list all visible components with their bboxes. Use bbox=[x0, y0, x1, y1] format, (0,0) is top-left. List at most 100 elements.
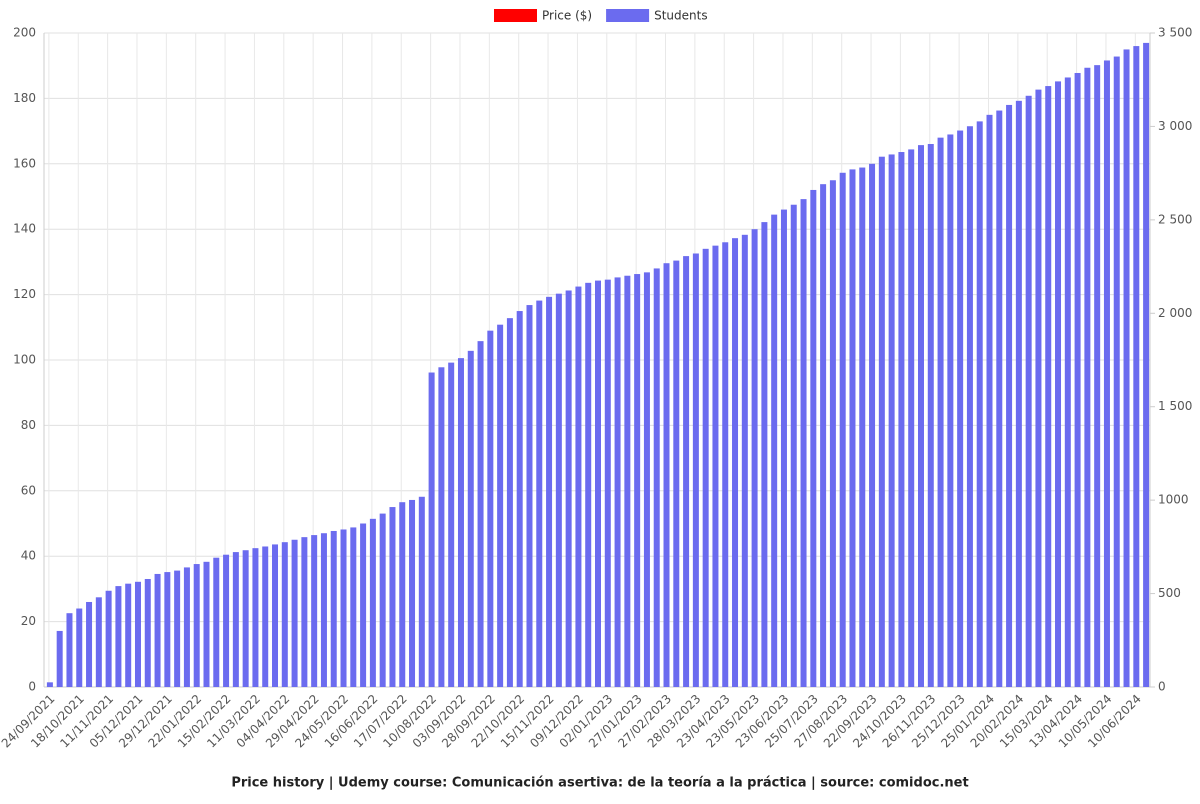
bar bbox=[134, 581, 141, 687]
bar bbox=[242, 550, 249, 687]
bar bbox=[457, 358, 464, 687]
bar bbox=[653, 268, 660, 687]
bar bbox=[311, 535, 318, 687]
bar bbox=[595, 280, 601, 687]
bar bbox=[624, 275, 631, 687]
bar bbox=[330, 530, 337, 687]
y-tick-label: 40 bbox=[21, 549, 36, 563]
bar bbox=[614, 277, 621, 687]
bar bbox=[369, 518, 376, 687]
bar bbox=[732, 238, 739, 688]
bar bbox=[154, 573, 161, 687]
bar bbox=[585, 282, 592, 687]
bar bbox=[859, 167, 866, 688]
legend-label: Students bbox=[654, 9, 708, 23]
bar bbox=[702, 248, 709, 687]
bar bbox=[272, 544, 279, 687]
bar bbox=[996, 110, 1003, 687]
bar bbox=[937, 137, 944, 687]
legend-label: Price ($) bbox=[542, 9, 592, 23]
bar bbox=[506, 318, 513, 687]
bar bbox=[771, 214, 778, 688]
bar bbox=[56, 630, 63, 687]
bar bbox=[634, 274, 641, 687]
bar bbox=[350, 527, 357, 687]
bar bbox=[409, 499, 416, 687]
bar bbox=[487, 330, 494, 687]
bar bbox=[1025, 95, 1032, 687]
bar bbox=[986, 114, 993, 687]
bar bbox=[663, 263, 670, 687]
bar bbox=[976, 121, 983, 688]
bar bbox=[1094, 65, 1101, 688]
bar bbox=[820, 184, 827, 688]
bar bbox=[516, 311, 523, 687]
bar bbox=[340, 529, 347, 687]
bar bbox=[800, 199, 807, 687]
bar bbox=[751, 229, 758, 687]
bar bbox=[203, 561, 210, 687]
bar bbox=[213, 557, 220, 687]
bar bbox=[1045, 86, 1052, 687]
bar bbox=[76, 608, 83, 687]
bar bbox=[957, 130, 964, 687]
bar bbox=[966, 126, 973, 688]
bar bbox=[46, 682, 53, 687]
bar bbox=[477, 341, 484, 687]
bar bbox=[526, 305, 533, 687]
bar bbox=[1015, 100, 1022, 687]
bar bbox=[692, 253, 699, 687]
bar bbox=[438, 367, 445, 687]
bar bbox=[575, 286, 582, 687]
bar bbox=[1123, 49, 1130, 688]
bar bbox=[810, 189, 817, 687]
bar bbox=[829, 180, 836, 688]
bar bbox=[878, 156, 885, 687]
bar bbox=[291, 539, 298, 687]
bar bbox=[497, 324, 504, 687]
bar bbox=[183, 567, 190, 687]
bar bbox=[898, 152, 905, 687]
bar bbox=[927, 143, 934, 687]
bar bbox=[839, 172, 846, 687]
bar bbox=[1103, 60, 1110, 687]
bar bbox=[849, 169, 856, 688]
bar bbox=[360, 523, 367, 687]
bar bbox=[418, 496, 425, 687]
bar bbox=[673, 260, 680, 687]
bar bbox=[1035, 89, 1042, 687]
bar bbox=[1064, 77, 1071, 688]
bar bbox=[712, 245, 719, 687]
y2-tick-label: 500 bbox=[1158, 586, 1181, 600]
bar bbox=[780, 209, 787, 687]
bar bbox=[223, 554, 230, 687]
y-tick-label: 100 bbox=[13, 353, 36, 367]
bar bbox=[389, 507, 396, 687]
bar bbox=[115, 586, 122, 687]
bar bbox=[174, 570, 181, 687]
bar bbox=[1133, 46, 1140, 687]
bar bbox=[947, 134, 954, 687]
y2-tick-label: 1000 bbox=[1158, 493, 1189, 507]
bar bbox=[164, 572, 171, 687]
bar bbox=[1113, 56, 1120, 687]
bar bbox=[105, 590, 112, 687]
y-tick-label: 80 bbox=[21, 418, 36, 432]
y-tick-label: 140 bbox=[13, 222, 36, 236]
bar bbox=[1006, 104, 1013, 687]
bar bbox=[301, 537, 308, 687]
bar bbox=[379, 513, 386, 687]
y2-tick-label: 2 500 bbox=[1158, 212, 1192, 226]
bar bbox=[1074, 72, 1081, 687]
y2-tick-label: 0 bbox=[1158, 680, 1166, 694]
legend-swatch bbox=[494, 9, 537, 22]
bar bbox=[281, 542, 288, 687]
bar bbox=[95, 597, 102, 687]
bar bbox=[546, 296, 553, 687]
bar bbox=[262, 546, 269, 687]
y-tick-label: 60 bbox=[21, 483, 36, 497]
bar bbox=[1143, 42, 1150, 687]
bar bbox=[643, 272, 650, 687]
y-tick-label: 160 bbox=[13, 156, 36, 170]
